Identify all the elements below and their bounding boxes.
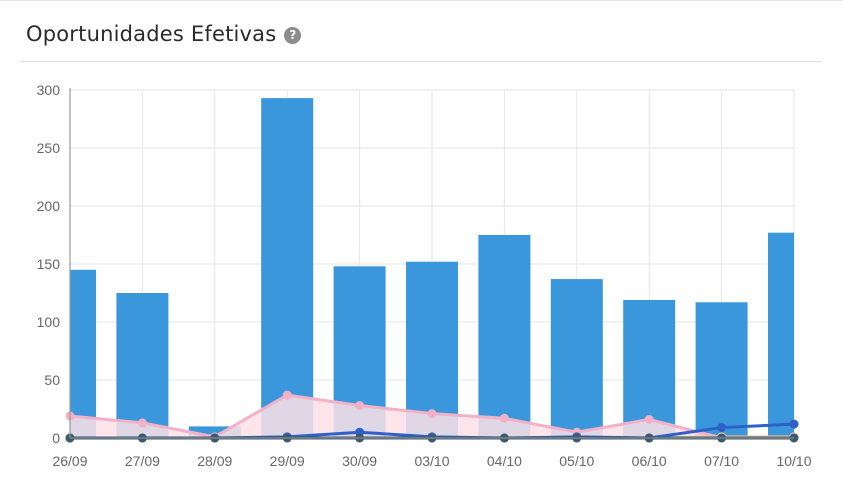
frame-top-border [0, 0, 843, 1]
series-point [282, 390, 292, 400]
bar [70, 269, 96, 438]
bar [188, 426, 241, 438]
x-tick-label: 10/10 [776, 453, 811, 469]
axis-layer: 0 50 100 150 200 250 300 26/09 27/09 28/09 29/09 30… [37, 82, 812, 469]
bar [406, 261, 458, 438]
series-point [644, 414, 654, 424]
widget-title: Oportunidades Efetivas [26, 22, 277, 46]
x-tick-label: 05/10 [559, 453, 594, 469]
series-point [499, 413, 509, 423]
x-tick-label: 28/09 [197, 453, 232, 469]
y-tick-label: 200 [37, 198, 61, 214]
x-tick-label: 30/09 [342, 453, 377, 469]
series-point [789, 419, 799, 429]
x-tick-label: 07/10 [704, 453, 739, 469]
bar-layer [70, 98, 794, 439]
question-circle-icon[interactable]: ? [284, 26, 302, 44]
x-tick-label: 29/09 [270, 453, 305, 469]
y-tick-label: 150 [37, 256, 61, 272]
bar [695, 302, 748, 438]
series-point [427, 409, 437, 419]
bar [116, 293, 169, 438]
y-tick-label: 0 [52, 430, 60, 446]
x-tick-label: 26/09 [52, 453, 87, 469]
bar [261, 98, 314, 439]
series-point [717, 423, 727, 433]
bar [550, 279, 603, 438]
header-divider [20, 61, 822, 62]
bar-line-chart: 0 50 100 150 200 250 300 26/09 27/09 28/09 29/09 30… [37, 82, 812, 469]
x-tick-label: 04/10 [487, 453, 522, 469]
x-tick-label: 06/10 [632, 453, 667, 469]
widget-header: Oportunidades Efetivas ? [26, 14, 302, 54]
y-tick-label: 50 [44, 372, 60, 388]
series-point [355, 401, 365, 411]
x-tick-label: 27/09 [125, 453, 160, 469]
series-point [137, 418, 147, 428]
y-tick-label: 300 [37, 82, 61, 98]
x-tick-label: 03/10 [414, 453, 449, 469]
bar [478, 235, 531, 438]
bar [768, 232, 794, 438]
y-tick-label: 250 [37, 140, 61, 156]
y-tick-label: 100 [37, 314, 61, 330]
